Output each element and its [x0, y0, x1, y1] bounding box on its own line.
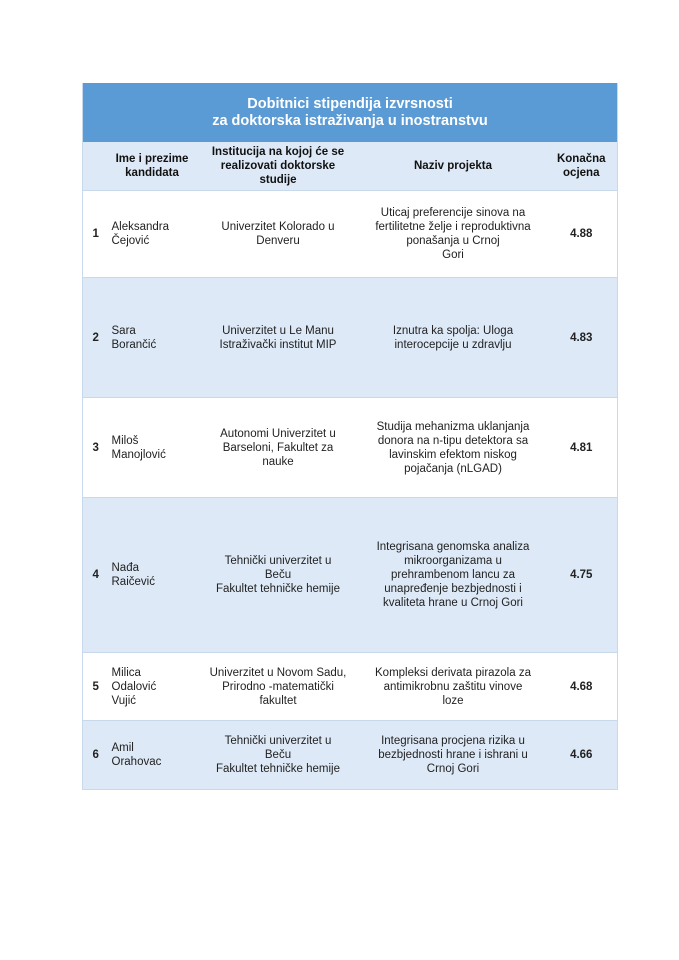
- project-title: Uticaj preferencije sinova na fertilitet…: [360, 190, 546, 278]
- row-number: 2: [82, 277, 109, 398]
- final-score: 4.75: [545, 497, 618, 653]
- project-title: Iznutra ka spolja: Uloga interocepcije u…: [360, 277, 546, 398]
- table-title: Dobitnici stipendija izvrsnosti za dokto…: [82, 83, 618, 142]
- institution: Univerzitet u Novom Sadu, Prirodno -mate…: [195, 652, 361, 721]
- row-number: 4: [82, 497, 109, 653]
- final-score: 4.83: [545, 277, 618, 398]
- scholarship-table: Dobitnici stipendija izvrsnosti za dokto…: [82, 83, 619, 790]
- table-row: 1 Aleksandra Čejović Univerzitet Kolorado …: [82, 190, 618, 278]
- table-row: 2 Sara Borančić Univerzitet u Le Manu Istr…: [82, 277, 618, 398]
- row-number: 6: [82, 720, 109, 790]
- project-title: Integrisana procjena rizika u bezbjednos…: [360, 720, 546, 790]
- candidate-name: Amil Orahovac: [108, 720, 196, 790]
- header-project: Naziv projekta: [360, 142, 546, 191]
- table-row: 4 Nađa Raičević Tehnički univerzitet u Beč…: [82, 497, 618, 653]
- institution: Tehnički univerzitet u Beču Fakultet teh…: [195, 497, 361, 653]
- row-number: 1: [82, 190, 109, 278]
- candidate-name: Miloš Manojlović: [108, 397, 196, 498]
- header-score: Konačna ocjena: [545, 142, 618, 191]
- table-row: 3 Miloš Manojlović Autonomi Univerzitet u …: [82, 397, 618, 498]
- institution: Autonomi Univerzitet u Barseloni, Fakult…: [195, 397, 361, 498]
- header-institution: Institucija na kojoj će se realizovati d…: [195, 142, 361, 191]
- final-score: 4.66: [545, 720, 618, 790]
- row-number: 5: [82, 652, 109, 721]
- final-score: 4.68: [545, 652, 618, 721]
- row-number: 3: [82, 397, 109, 498]
- institution: Tehnički univerzitet u Beču Fakultet teh…: [195, 720, 361, 790]
- final-score: 4.81: [545, 397, 618, 498]
- final-score: 4.88: [545, 190, 618, 278]
- header-number: [82, 142, 109, 191]
- candidate-name: Nađa Raičević: [108, 497, 196, 653]
- header-name: Ime i prezime kandidata: [108, 142, 196, 191]
- institution: Univerzitet Kolorado u Denveru: [195, 190, 361, 278]
- candidate-name: Aleksandra Čejović: [108, 190, 196, 278]
- candidate-name: Sara Borančić: [108, 277, 196, 398]
- project-title: Integrisana genomska analiza mikroorgani…: [360, 497, 546, 653]
- project-title: Studija mehanizma uklanjanja donora na n…: [360, 397, 546, 498]
- institution: Univerzitet u Le Manu Istraživački insti…: [195, 277, 361, 398]
- candidate-name: Milica Odalović Vujić: [108, 652, 196, 721]
- table-row: 6 Amil Orahovac Tehnički univerzitet u Beč…: [82, 720, 618, 790]
- project-title: Kompleksi derivata pirazola za antimikro…: [360, 652, 546, 721]
- table-row: 5 Milica Odalović Vujić Univerzitet u Novo…: [82, 652, 618, 721]
